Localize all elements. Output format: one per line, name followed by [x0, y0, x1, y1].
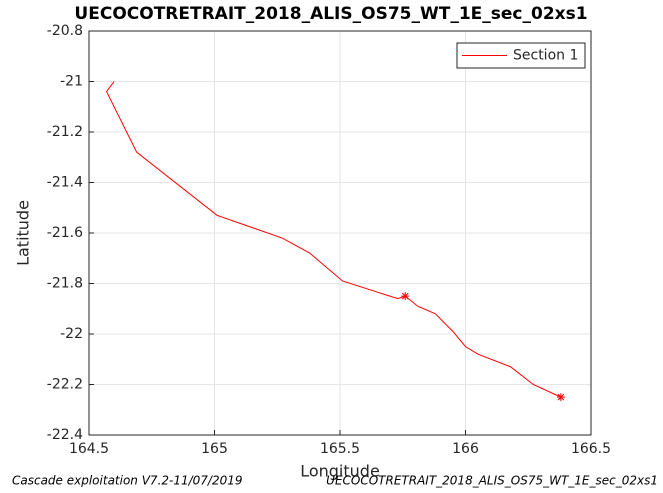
- start-marker: [556, 393, 565, 402]
- legend-label: Section 1: [513, 48, 578, 64]
- y-tick-label: -21: [60, 74, 83, 90]
- y-axis-label: Latitude: [14, 200, 33, 266]
- y-tick-label: -22.2: [47, 377, 83, 393]
- chart-title: UECOCOTRETRAIT_2018_ALIS_OS75_WT_1E_sec_…: [74, 4, 587, 24]
- x-tick-label: 165.5: [320, 441, 360, 457]
- y-tick-label: -21.2: [47, 124, 83, 140]
- y-tick-label: -21.6: [47, 225, 83, 241]
- x-tick-label: 166.5: [571, 441, 611, 457]
- y-tick-label: -22: [60, 326, 83, 342]
- y-tick-label: -21.8: [47, 276, 83, 292]
- footer-left: Cascade exploitation V7.2-11/07/2019: [12, 474, 243, 488]
- start-marker: [401, 292, 410, 301]
- y-tick-label: -22.4: [47, 427, 83, 443]
- x-tick-label: 166: [452, 441, 479, 457]
- y-tick-label: -21.4: [47, 175, 83, 191]
- x-axis-label: Longitude: [300, 462, 380, 481]
- x-tick-label: 165: [201, 441, 228, 457]
- axes-box: [88, 30, 592, 436]
- x-tick-label: 164.5: [69, 441, 109, 457]
- footer-right: UECOCOTRETRAIT_2018_ALIS_OS75_WT_1E_sec_…: [326, 474, 658, 488]
- y-tick-label: -20.8: [47, 23, 83, 39]
